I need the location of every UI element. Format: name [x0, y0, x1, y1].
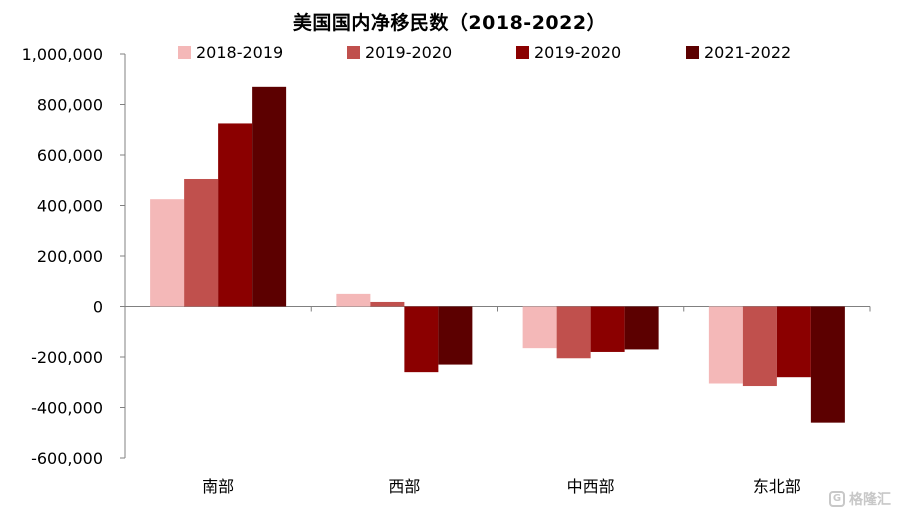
x-category-label: 中西部	[567, 477, 615, 496]
watermark-text: 格隆汇	[849, 492, 891, 508]
y-tick-label: -600,000	[31, 449, 103, 468]
bar-1-1	[370, 301, 405, 307]
y-tick-label: 600,000	[37, 146, 103, 165]
bar-2-2	[590, 306, 625, 352]
legend-swatch	[686, 46, 699, 59]
legend-label: 2019-2020	[534, 43, 621, 62]
bar-0-0	[150, 199, 185, 307]
legend-swatch	[178, 46, 191, 59]
legend-label: 2019-2020	[365, 43, 452, 62]
bar-3-1	[742, 306, 777, 387]
y-tick-label: 200,000	[37, 247, 103, 266]
bar-3-3	[810, 306, 845, 423]
y-tick-label: -200,000	[31, 348, 103, 367]
watermark: G 格隆汇	[829, 489, 891, 509]
bar-3-2	[776, 306, 811, 378]
bar-1-2	[404, 306, 439, 373]
labels-layer: -600,000 -400,000 -200,000 0 200,000 400,000 6…	[22, 45, 801, 496]
bar-0-3	[252, 86, 287, 307]
bars-layer	[150, 86, 845, 423]
legend: 2018-2019 2019-2020 2019-2020 2021-2022	[178, 43, 791, 62]
bar-1-3	[438, 306, 473, 365]
bar-1-0	[336, 293, 371, 307]
legend-label: 2018-2019	[196, 43, 283, 62]
chart-title: 美国国内净移民数（2018-2022）	[292, 12, 607, 34]
y-tick-label: 0	[93, 298, 103, 317]
bar-3-0	[708, 306, 743, 384]
bar-2-1	[556, 306, 591, 359]
y-tick-label: 400,000	[37, 197, 103, 216]
bar-2-3	[624, 306, 659, 350]
x-category-label: 东北部	[753, 477, 801, 496]
y-tick-label: 800,000	[37, 96, 103, 115]
bar-0-1	[184, 178, 219, 307]
bar-2-0	[522, 306, 557, 349]
y-tick-label: 1,000,000	[22, 45, 103, 64]
bar-0-2	[218, 123, 253, 307]
legend-swatch	[516, 46, 529, 59]
y-tick-label: -400,000	[31, 399, 103, 418]
x-category-label: 南部	[202, 477, 234, 496]
watermark-logo-icon: G	[829, 491, 845, 507]
legend-swatch	[347, 46, 360, 59]
legend-label: 2021-2022	[704, 43, 791, 62]
x-category-label: 西部	[388, 477, 420, 496]
